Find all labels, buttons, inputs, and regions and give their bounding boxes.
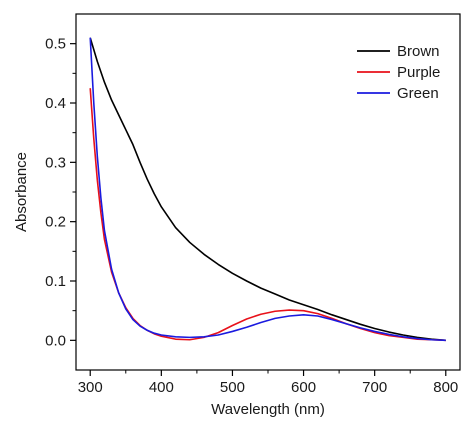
y-tick-label: 0.4 [45,95,66,112]
x-tick-label: 500 [220,379,245,396]
x-tick-label: 800 [433,379,458,396]
y-tick-label: 0.5 [45,36,66,53]
legend-label-green: Green [397,85,439,102]
y-tick-label: 0.0 [45,332,66,349]
series-line-green [89,37,446,342]
x-tick-label: 400 [149,379,174,396]
y-axis-title: Absorbance [13,152,30,232]
series-line-purple [89,88,446,342]
x-tick-label: 700 [362,379,387,396]
x-axis: 300 400 500 600 700 800 [78,370,458,396]
x-tick-label: 300 [78,379,103,396]
x-axis-title: Wavelength (nm) [211,401,325,418]
legend-label-purple: Purple [397,64,440,81]
y-tick-label: 0.1 [45,273,66,290]
series-line-brown [89,37,446,342]
y-tick-label: 0.3 [45,154,66,171]
x-tick-label: 600 [291,379,316,396]
legend-label-brown: Brown [397,43,440,60]
legend: Brown Purple Green [357,43,440,102]
y-axis: 0.0 0.1 0.2 0.3 0.4 0.5 [45,36,76,349]
y-tick-label: 0.2 [45,214,66,231]
series-layer [89,37,446,342]
